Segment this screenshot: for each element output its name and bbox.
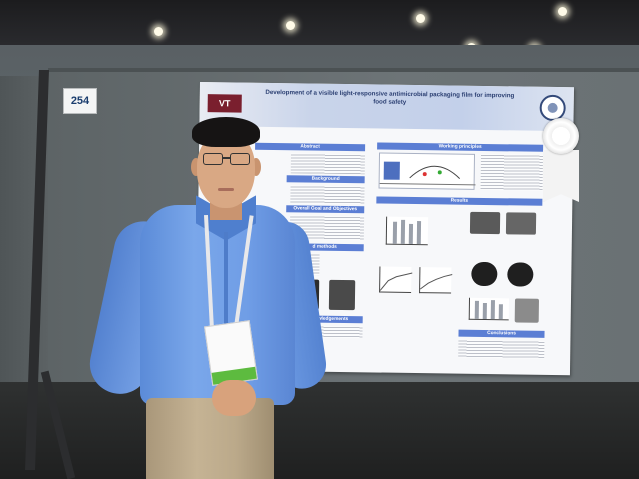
glasses-bridge — [223, 157, 230, 159]
ceiling-light — [416, 14, 425, 23]
glasses — [230, 153, 250, 165]
clasped-hands — [212, 380, 256, 416]
ear — [191, 158, 201, 176]
floor — [0, 382, 639, 479]
award-ribbon-tail — [543, 150, 579, 202]
results-line-chart — [419, 267, 453, 294]
shirt-placket — [224, 232, 228, 402]
ceiling-light — [154, 27, 163, 36]
line-series — [419, 274, 453, 290]
glasses — [203, 153, 223, 165]
ear — [251, 158, 261, 176]
working-principles-diagram — [378, 152, 476, 190]
line-series — [379, 272, 413, 291]
name-badge — [204, 320, 258, 386]
booth-number-sign: 254 — [63, 88, 97, 114]
hair — [192, 117, 260, 147]
results-line-chart — [379, 266, 413, 293]
ceiling-light — [558, 7, 567, 16]
khaki-pants — [146, 398, 274, 479]
award-rosette — [543, 118, 579, 154]
mouth — [218, 188, 234, 191]
research-poster: VT Development of a visible light-respon… — [195, 82, 574, 376]
mechanism-diagram — [379, 161, 476, 186]
ceiling-light — [286, 21, 295, 30]
